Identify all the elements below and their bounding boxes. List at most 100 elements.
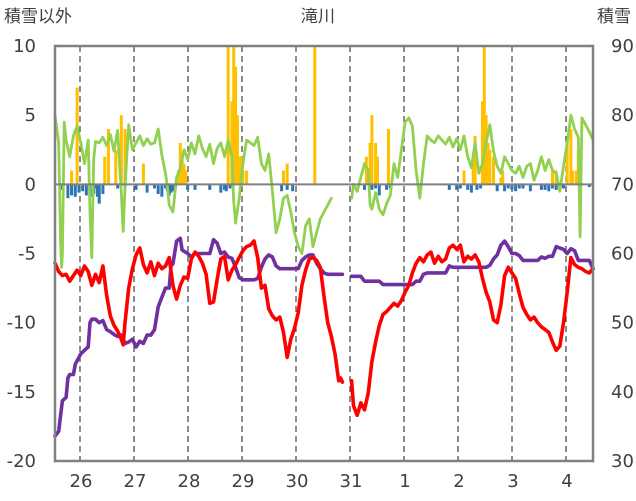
right-tick-label: 80	[611, 105, 634, 126]
x-tick-label: 29	[232, 471, 255, 492]
wind-bar	[475, 184, 479, 190]
wind-bars-layer	[60, 184, 591, 204]
wind-bar	[73, 184, 77, 197]
x-tick-label: 3	[507, 471, 518, 492]
series-lines-layer	[53, 113, 595, 438]
grid-layer	[79, 46, 567, 461]
x-tick-label: 4	[561, 471, 572, 492]
precipitation-bar	[176, 170, 180, 185]
wind-bar	[455, 184, 459, 190]
right-tick-label: 90	[611, 36, 634, 57]
precipitation-bar	[364, 156, 368, 185]
left-tick-label: -10	[7, 313, 36, 334]
precipitation-bar	[370, 115, 374, 185]
wind-bar	[458, 184, 462, 189]
snow-depth-line	[53, 236, 345, 438]
wind-bar	[285, 184, 289, 190]
wind-bar	[171, 184, 175, 192]
wind-bar	[223, 184, 227, 190]
wind-bar	[280, 184, 284, 192]
precipitation-bar	[574, 170, 578, 185]
wind-bar	[101, 184, 105, 195]
wind-bar	[517, 184, 521, 189]
wind-bar	[97, 184, 101, 204]
precipitation-bar	[486, 142, 490, 185]
wind-bar	[562, 184, 566, 189]
precipitation-bar	[237, 156, 241, 185]
wind-bar	[370, 184, 374, 190]
wind-bar	[514, 184, 518, 192]
wind-bar	[70, 184, 74, 196]
wind-bar	[291, 184, 295, 192]
x-tick-label: 28	[178, 471, 201, 492]
precipitation-bar	[473, 135, 477, 185]
wind-bar	[84, 184, 88, 196]
wind-bar	[469, 184, 473, 193]
precipitation-bar	[114, 149, 118, 185]
wind-bar	[81, 184, 85, 192]
precipitation-bar	[550, 170, 554, 185]
precipitation-bar	[75, 87, 79, 185]
precipitation-bar	[141, 163, 145, 185]
x-tick-label: 26	[70, 471, 93, 492]
wind-bar	[528, 184, 532, 192]
precipitation-bar	[119, 115, 123, 185]
precipitation-bar	[235, 115, 239, 185]
wind-bar	[228, 184, 232, 189]
left-tick-label: -15	[7, 382, 36, 403]
wind-bar	[521, 184, 525, 189]
precipitation-bar	[245, 170, 249, 185]
wind-bar	[377, 184, 381, 196]
wind-bar	[193, 184, 197, 190]
left-tick-label: 0	[25, 174, 36, 195]
wind-bar	[539, 184, 543, 190]
right-tick-label: 60	[611, 244, 634, 265]
precipitation-bar	[571, 170, 575, 185]
precipitation-bar	[285, 163, 289, 185]
precipitation-bar	[232, 46, 236, 185]
wind-bar	[152, 184, 156, 189]
right-tick-label: 30	[611, 451, 634, 472]
wind-bar	[77, 184, 81, 193]
wind-bar	[160, 184, 164, 197]
precipitation-bar	[480, 101, 484, 185]
precipitation-bar	[488, 149, 492, 185]
precipitation-bar	[241, 170, 245, 185]
wind-bar	[385, 184, 389, 190]
left-axis-label: 積雪以外	[4, 7, 72, 27]
sunshine-line	[350, 113, 595, 239]
wind-bar	[169, 184, 173, 193]
precipitation-bar	[569, 129, 573, 185]
precipitation-bar	[471, 156, 475, 185]
wind-bar	[550, 184, 554, 189]
snow-depth-line	[349, 239, 595, 287]
sunshine-line	[53, 113, 333, 269]
wind-bar	[547, 184, 551, 192]
precipitation-bar	[499, 177, 503, 185]
wind-bar	[479, 184, 483, 189]
x-tick-label: 2	[453, 471, 464, 492]
right-axis-label: 積雪	[597, 7, 631, 27]
precipitation-bar	[368, 142, 372, 185]
precipitation-bar	[492, 156, 496, 185]
wind-bar	[466, 184, 470, 190]
right-tick-label: 70	[611, 174, 634, 195]
temperature-line	[349, 243, 595, 418]
precipitation-bar	[230, 101, 234, 185]
left-tick-label: -20	[7, 451, 36, 472]
precipitation-bar	[180, 156, 184, 185]
wind-bar	[94, 184, 98, 189]
precipitation-bar	[386, 129, 390, 185]
x-tick-label: 31	[340, 471, 363, 492]
precipitation-bar	[482, 46, 486, 185]
wind-bar	[495, 184, 499, 192]
right-tick-label: 40	[611, 382, 634, 403]
precipitation-bar	[281, 170, 285, 185]
wind-bar	[145, 184, 149, 193]
precipitation-bar	[123, 129, 127, 185]
wind-bar	[224, 184, 228, 192]
precipitation-bar	[184, 170, 188, 185]
wind-bar	[543, 184, 547, 190]
wind-bar	[95, 184, 99, 197]
